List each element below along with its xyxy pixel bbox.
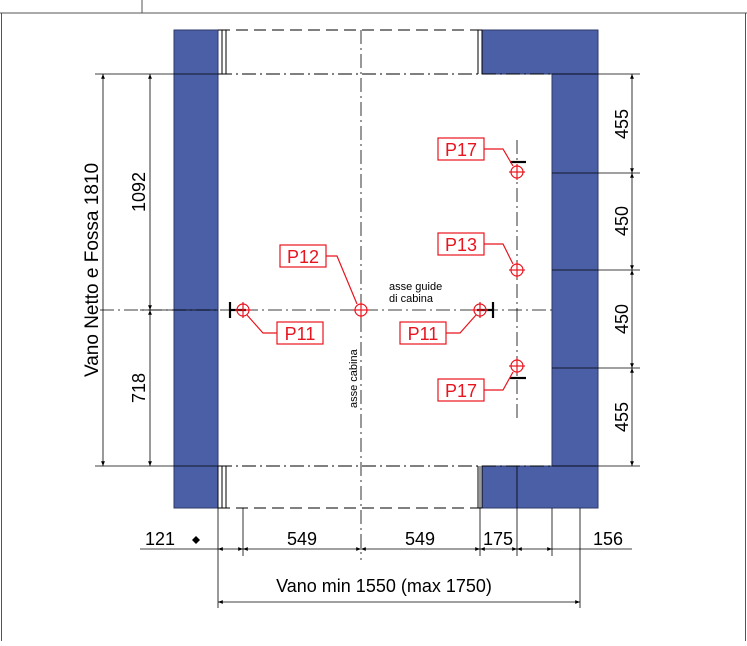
wall-left xyxy=(173,29,219,509)
diamond-icon xyxy=(192,536,200,544)
label-dim-121: 121 xyxy=(145,529,175,549)
label-dim-455-bottom: 455 xyxy=(612,402,632,432)
label-dim-450-a: 450 xyxy=(612,206,632,236)
label-dim-156: 156 xyxy=(593,529,623,549)
label-dim-1092: 1092 xyxy=(129,172,149,212)
marker-p11-left-label: P11 xyxy=(285,324,316,344)
label-dim-455-top: 455 xyxy=(612,109,632,139)
marker-p12-label: P12 xyxy=(287,247,319,267)
marker-p11-right-label: P11 xyxy=(408,324,439,344)
marker-p11-right xyxy=(399,302,488,345)
marker-p13 xyxy=(437,232,525,278)
label-dim-549-right: 549 xyxy=(405,529,435,549)
left-dimensions xyxy=(95,73,218,467)
guide-rails xyxy=(228,160,526,380)
label-dim-175: 175 xyxy=(483,529,513,549)
right-dimensions xyxy=(552,73,640,467)
wall-right-top xyxy=(481,29,599,75)
marker-p17-bottom-label: P17 xyxy=(445,381,477,401)
label-vano-netto-fossa: Vano Netto e Fossa 1810 xyxy=(82,163,103,377)
shaft-walls xyxy=(173,29,599,509)
label-asse-cabina: asse cabina xyxy=(348,348,360,408)
label-dim-450-b: 450 xyxy=(612,304,632,334)
marker-p17-top-label: P17 xyxy=(445,140,477,160)
bottom-dimensions xyxy=(140,466,632,608)
label-dim-549-left: 549 xyxy=(287,529,317,549)
label-vano-min: Vano min 1550 (max 1750) xyxy=(276,576,492,596)
door-openings xyxy=(218,29,552,509)
label-asse-guide: asse guide xyxy=(389,281,442,293)
marker-p17-bottom xyxy=(437,358,525,402)
label-di-cabina: di cabina xyxy=(389,293,434,305)
marker-p12 xyxy=(279,244,369,318)
marker-p11-left xyxy=(235,302,324,345)
marker-p13-label: P13 xyxy=(445,235,477,255)
marker-p17-top xyxy=(437,137,525,180)
label-dim-718: 718 xyxy=(129,373,149,403)
wall-right-bottom xyxy=(481,465,599,509)
